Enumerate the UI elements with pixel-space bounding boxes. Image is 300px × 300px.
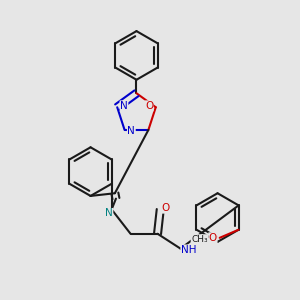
Text: O: O (161, 203, 170, 213)
Text: N: N (105, 208, 113, 218)
Text: CH₃: CH₃ (191, 235, 208, 244)
Text: O: O (209, 233, 217, 243)
Text: NH: NH (181, 245, 197, 255)
Text: N: N (120, 101, 128, 111)
Text: N: N (128, 126, 135, 136)
Text: O: O (145, 101, 153, 111)
